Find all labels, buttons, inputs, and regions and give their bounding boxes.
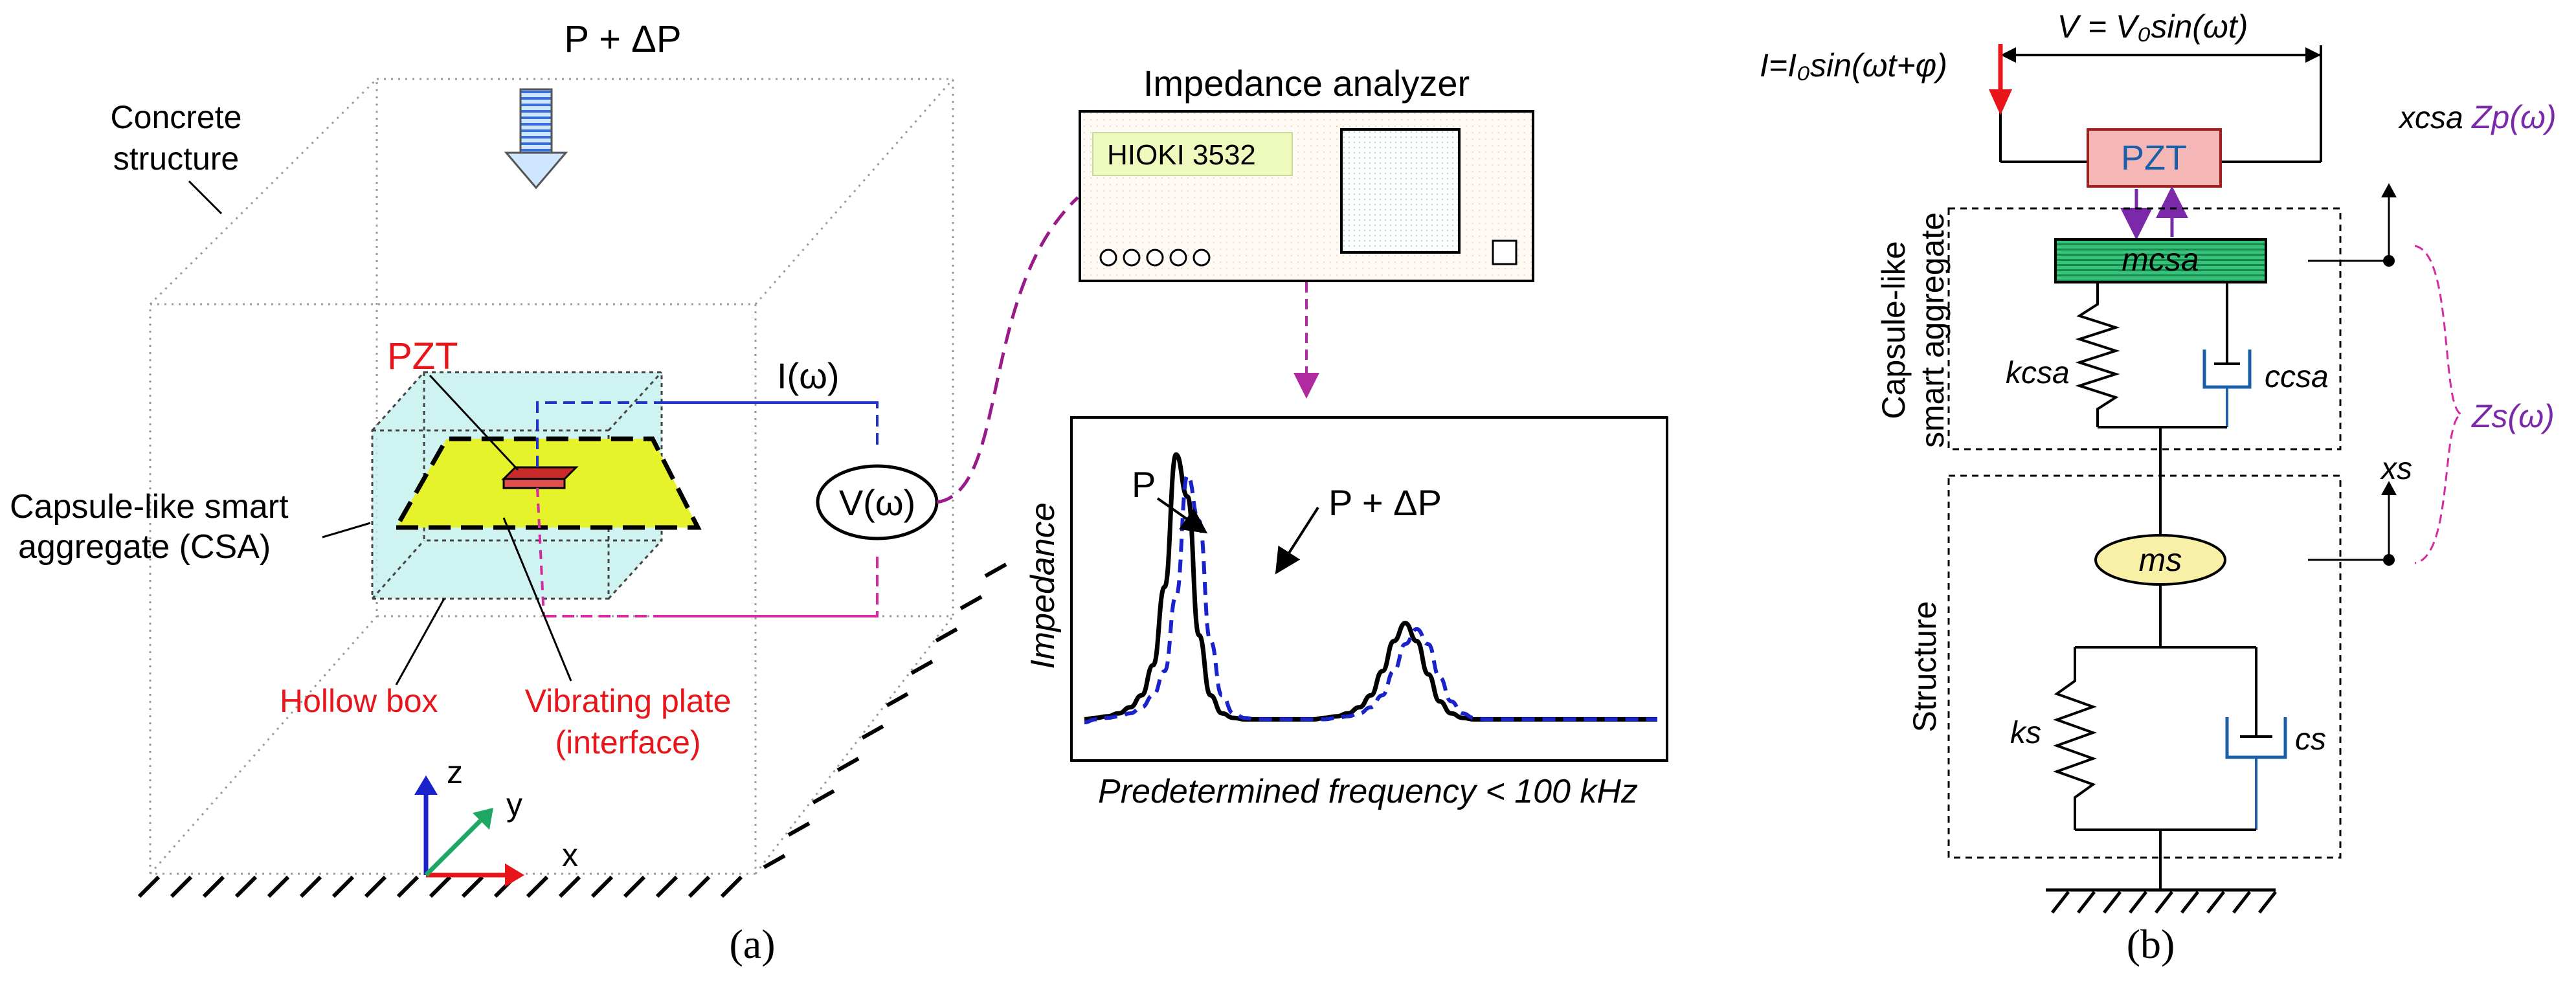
mass-csa-label: mcsa xyxy=(2122,241,2199,278)
impedance-analyzer xyxy=(1079,110,1534,282)
structure-side-label: Structure xyxy=(1907,601,1943,733)
concrete-label-line2: structure xyxy=(113,140,240,177)
spring-csa xyxy=(2075,282,2120,427)
zs-brace xyxy=(2414,245,2465,564)
current-label: I(ω) xyxy=(777,355,840,396)
dashpot-csa xyxy=(2202,282,2252,427)
plate-label-line2: (interface) xyxy=(555,724,700,761)
axis-z-label: z xyxy=(447,754,463,790)
csa-side-label-1: Capsule-like xyxy=(1876,241,1912,419)
pzt-block-label: PZT xyxy=(2121,139,2187,177)
dashpot-structure-label: cs xyxy=(2295,722,2326,757)
pzt-leader xyxy=(429,374,519,471)
panel-b: V = V₀sin(ωt) I=I₀sin(ωt+φ) PZT mcsa kcs… xyxy=(1760,8,2557,967)
load-label: P + ΔP xyxy=(564,18,681,60)
wire-top-dashed xyxy=(536,401,879,467)
curve-dp-pointer xyxy=(1275,506,1319,575)
spring-structure-label: ks xyxy=(2010,716,2041,750)
concrete-label-line1: Concrete xyxy=(111,99,242,135)
displacement-csa xyxy=(2308,183,2397,267)
structure-subsystem-box xyxy=(1947,474,2342,859)
chart-xlabel: Predetermined frequency < 100 kHz xyxy=(1098,773,1638,810)
csa-label-line1: Capsule-like smart xyxy=(10,488,289,526)
caption-b: (b) xyxy=(2127,921,2175,967)
curve-p-label: P xyxy=(1132,464,1156,505)
panel-a: P + ΔP Concrete structure xyxy=(10,18,1668,967)
load-arrow xyxy=(504,88,568,190)
analyzer-title: Impedance analyzer xyxy=(1143,63,1470,104)
csa-side-label-2: smart aggregate xyxy=(1914,212,1951,448)
pzt-label: PZT xyxy=(387,335,458,377)
impedance-chart xyxy=(1070,416,1668,762)
current-arrow-head xyxy=(1989,89,2012,115)
ground-b xyxy=(2046,888,2277,914)
csa-label-line2: aggregate (CSA) xyxy=(18,528,271,566)
concrete-leader xyxy=(188,180,223,215)
spring-csa-label: kcsa xyxy=(2006,356,2070,390)
chart-ylabel: Impedance xyxy=(1024,502,1062,669)
chart-series-group xyxy=(1084,452,1657,724)
csa-subsystem-box xyxy=(1947,207,2342,450)
ground-hatch-right xyxy=(763,562,1007,869)
plate-label-line1: Vibrating plate xyxy=(525,683,732,719)
pzt-block xyxy=(2087,128,2222,188)
analyzer-model: HIOKI 3532 xyxy=(1107,139,1256,171)
axis-y-label: y xyxy=(506,786,522,823)
x-csa-label: xcsa xyxy=(2398,101,2463,135)
hollow-box-leader xyxy=(395,598,445,685)
axis-x-label: x xyxy=(562,837,578,873)
caption-a: (a) xyxy=(729,921,775,967)
mass-csa-label-text: mcsa xyxy=(2122,241,2199,278)
voltage-equation: V = V₀sin(ωt) xyxy=(2057,8,2248,45)
current-equation: I=I₀sin(ωt+φ) xyxy=(1760,47,1947,83)
spring-structure xyxy=(2053,647,2097,830)
ground-hatch-bottom xyxy=(137,875,743,898)
concrete-structure-box xyxy=(149,78,954,875)
displacement-structure xyxy=(2308,481,2397,566)
hollow-box-label: Hollow box xyxy=(280,683,438,719)
wire-bottom-vertical xyxy=(536,487,545,617)
mass-csa xyxy=(2054,238,2267,283)
mass-structure-label: ms xyxy=(2139,542,2182,578)
x-s-label: xs xyxy=(2380,452,2412,486)
plate-leader xyxy=(502,517,572,682)
curve-dp-label: P + ΔP xyxy=(1328,482,1442,523)
zs-label: Zs(ω) xyxy=(2471,398,2555,434)
dashpot-csa-label: ccsa xyxy=(2265,360,2329,394)
chart-series-line-p-plus-dp xyxy=(1084,473,1657,724)
csa-leader xyxy=(322,522,371,539)
dashpot-structure xyxy=(2225,647,2287,830)
voltage-label: V(ω) xyxy=(839,482,915,523)
cable-to-analyzer xyxy=(936,196,1079,504)
zp-label: Zp(ω) xyxy=(2471,99,2557,135)
pzt-patch xyxy=(501,466,579,489)
coordinate-axes xyxy=(414,775,524,887)
curve-p-pointer xyxy=(1156,497,1208,534)
